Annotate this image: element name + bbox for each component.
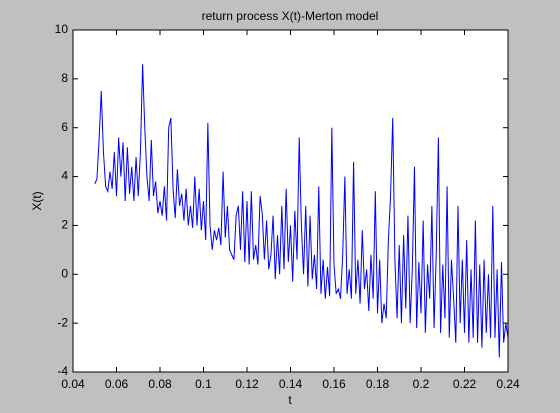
x-tick-label: 0.1 xyxy=(195,377,212,391)
chart-title: return process X(t)-Merton model xyxy=(202,9,379,23)
axes-box xyxy=(72,29,509,373)
x-tick-label: 0.24 xyxy=(496,377,520,391)
x-axis-label: t xyxy=(288,393,292,407)
x-tick-label: 0.2 xyxy=(413,377,430,391)
x-tick-label: 0.18 xyxy=(366,377,390,391)
y-tick-label: 6 xyxy=(61,120,68,134)
y-tick-label: 4 xyxy=(61,169,68,183)
y-tick-label: 8 xyxy=(61,71,68,85)
y-axis-label: X(t) xyxy=(30,191,44,210)
x-tick-label: 0.22 xyxy=(453,377,477,391)
y-tick-label: -2 xyxy=(57,315,68,329)
x-tick-label: 0.12 xyxy=(235,377,259,391)
y-tick-label: -4 xyxy=(57,364,68,378)
y-tick-label: 10 xyxy=(55,22,69,36)
x-tick-label: 0.08 xyxy=(148,377,172,391)
data-line xyxy=(94,64,509,358)
x-tick-label: 0.16 xyxy=(322,377,346,391)
y-tick-label: 2 xyxy=(61,218,68,232)
x-tick-label: 0.06 xyxy=(105,377,129,391)
x-tick-label: 0.04 xyxy=(61,377,85,391)
x-tick-label: 0.14 xyxy=(279,377,303,391)
y-tick-label: 0 xyxy=(61,266,68,280)
plot-area xyxy=(73,30,508,372)
